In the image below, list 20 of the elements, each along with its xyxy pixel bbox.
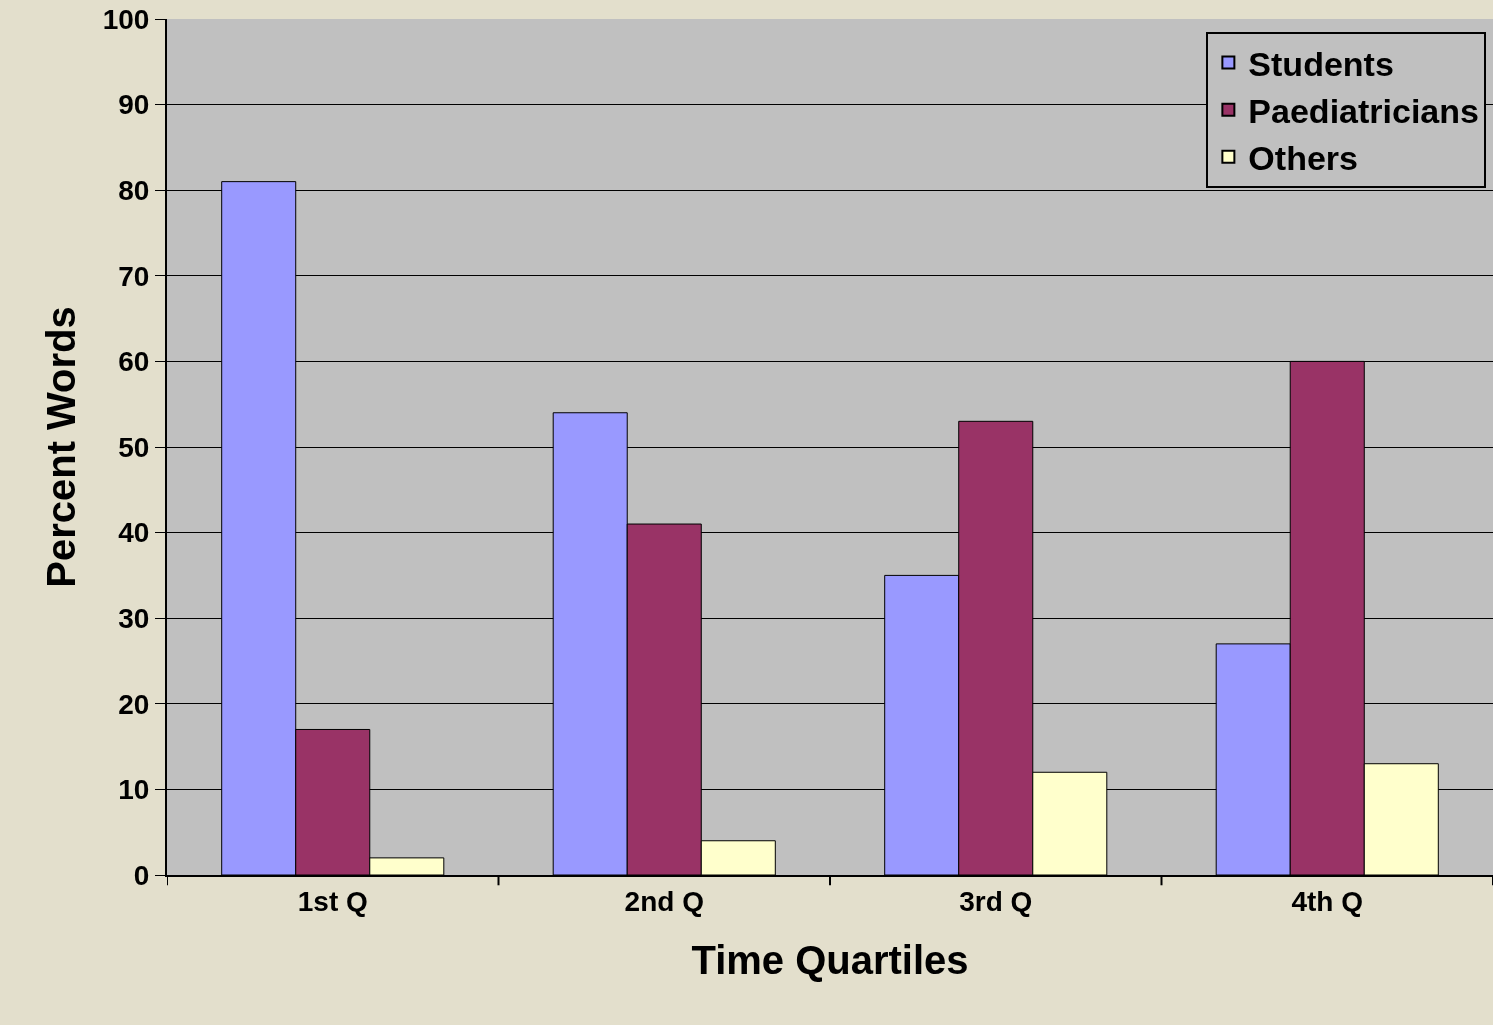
y-tick-label: 30	[118, 603, 150, 634]
legend-label: Others	[1248, 139, 1358, 178]
legend-label: Students	[1248, 44, 1394, 83]
x-tick-label: 4th Q	[1291, 885, 1364, 917]
y-tick-label: 80	[118, 175, 150, 206]
y-tick-label: 20	[118, 688, 150, 720]
y-tick-label: 40	[118, 517, 150, 549]
y-tick-label: 0	[133, 859, 150, 891]
y-tick-label: 100	[102, 3, 150, 35]
x-axis-title: Time Quartiles	[691, 937, 969, 982]
y-tick-label: 70	[118, 260, 150, 292]
y-axis-title: Percent Words	[38, 306, 83, 588]
y-tick-label: 10	[118, 774, 150, 806]
x-tick-label: 1st Q	[297, 885, 368, 917]
y-tick-label: 90	[118, 89, 150, 121]
x-tick-label: 2nd Q	[624, 885, 704, 917]
y-tick-label: 60	[118, 346, 150, 378]
y-tick-label: 50	[118, 431, 150, 463]
legend-label: Paediatricians	[1248, 91, 1479, 130]
x-tick-label: 3rd Q	[959, 885, 1033, 917]
